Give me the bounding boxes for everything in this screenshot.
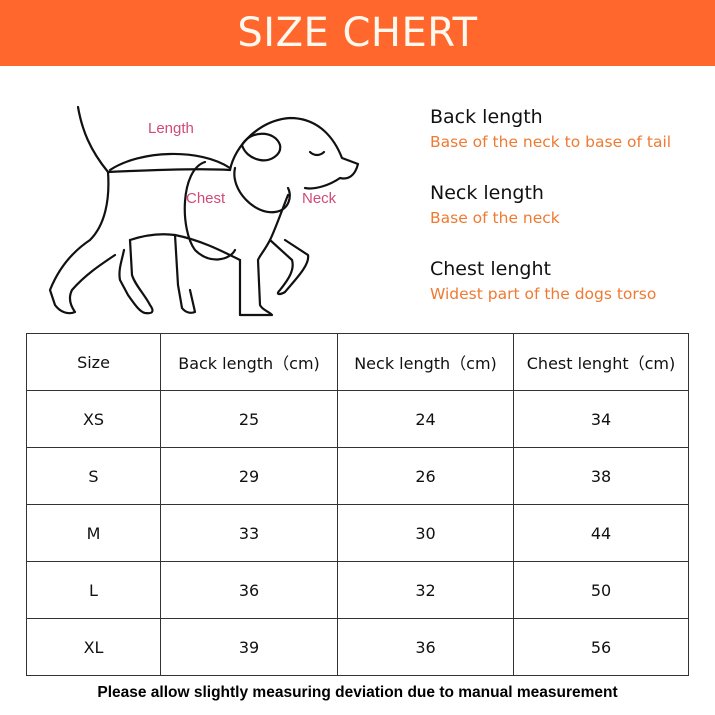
table-row: XS 25 24 34: [26, 390, 689, 448]
table-row: S 29 26 38: [26, 447, 689, 505]
definition-back-length: Back length Base of the neck to base of …: [430, 106, 672, 151]
table-row: XL 39 36 56: [26, 618, 689, 676]
page-title: SIZE CHERT: [237, 10, 478, 56]
header-banner: SIZE CHERT: [0, 0, 715, 66]
length-label: Length: [148, 120, 194, 137]
measurement-definitions: Back length Base of the neck to base of …: [430, 106, 671, 334]
header-cell: Chest lenght（cm): [513, 333, 689, 391]
header-cell: Neck length（cm): [337, 333, 514, 391]
table-row: M 33 30 44: [26, 504, 689, 562]
header-cell: Back length（cm): [160, 333, 338, 391]
chest-label: Chest: [186, 190, 226, 207]
definition-neck-length: Neck length Base of the neck: [430, 182, 560, 227]
table-row: L 36 32 50: [26, 561, 689, 619]
dog-illustration: [48, 105, 360, 317]
neck-label: Neck: [302, 190, 337, 207]
measurement-note: Please allow slightly measuring deviatio…: [97, 684, 618, 701]
size-table: Size Back length（cm) Neck length（cm) Che…: [26, 333, 689, 676]
header-cell: Size: [26, 333, 161, 391]
definition-chest-length: Chest lenght Widest part of the dogs tor…: [430, 258, 657, 303]
table-header-row: Size Back length（cm) Neck length（cm) Che…: [26, 333, 689, 391]
